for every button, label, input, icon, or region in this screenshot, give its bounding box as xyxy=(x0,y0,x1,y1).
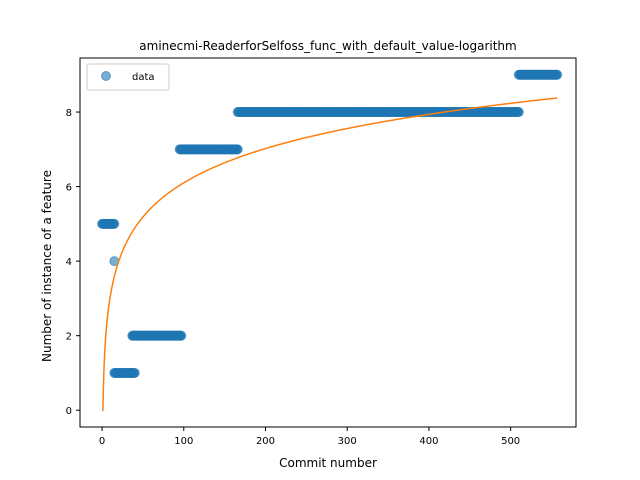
legend-label-data: data xyxy=(132,72,155,83)
x-tick-label: 200 xyxy=(256,436,275,447)
y-tick-label: 8 xyxy=(66,108,72,119)
series-fit-line xyxy=(102,97,558,411)
x-axis-title: Commit number xyxy=(279,456,377,470)
data-point xyxy=(513,107,524,118)
y-tick-label: 0 xyxy=(66,406,72,417)
axes-frame xyxy=(79,57,577,428)
chart-title: aminecmi-ReaderforSelfoss_func_with_defa… xyxy=(139,39,516,53)
legend-marker-data xyxy=(101,71,111,81)
x-tick-label: 100 xyxy=(174,436,193,447)
y-tick-label: 4 xyxy=(66,257,72,268)
y-tick-label: 2 xyxy=(66,332,72,343)
data-point xyxy=(552,69,563,80)
y-axis-title: Number of instance of a feature xyxy=(40,170,54,362)
x-tick-label: 300 xyxy=(338,436,357,447)
x-tick-label: 400 xyxy=(419,436,438,447)
data-point xyxy=(176,330,187,341)
y-tick-label: 6 xyxy=(66,183,72,194)
data-point xyxy=(129,367,140,378)
data-point xyxy=(109,218,120,229)
x-tick-label: 500 xyxy=(501,436,520,447)
x-tick-label: 0 xyxy=(99,436,105,447)
legend: data xyxy=(86,63,170,91)
data-point xyxy=(232,144,243,155)
plot-area: 0 100 200 300 400 500 0 2 4 6 8 xyxy=(66,57,577,447)
legend-box xyxy=(86,63,170,91)
series-data-points xyxy=(97,69,563,378)
